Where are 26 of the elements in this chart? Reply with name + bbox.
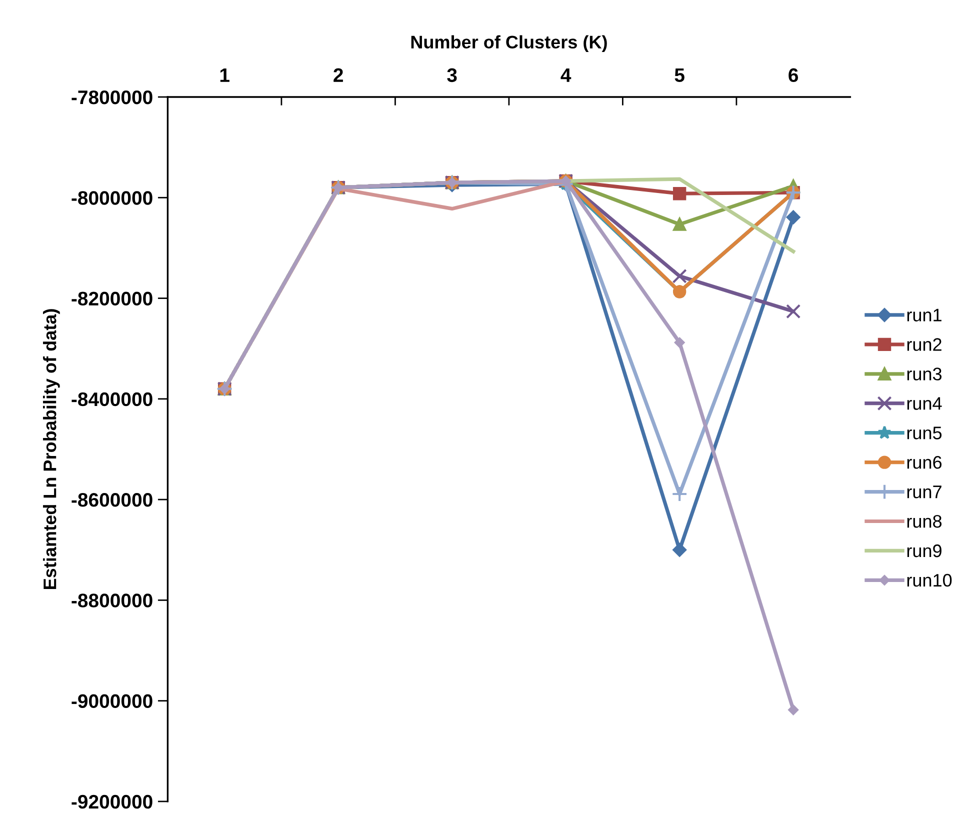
y-tick-label: -8200000 xyxy=(72,292,152,306)
y-tick-label: -8400000 xyxy=(72,392,152,406)
legend-label: run2 xyxy=(907,338,942,351)
y-tick-label: -9000000 xyxy=(72,694,152,708)
legend-label: run1 xyxy=(907,308,942,322)
legend-label: run3 xyxy=(907,368,942,380)
y-tick-label: -8000000 xyxy=(72,191,152,205)
x-axis-title: Number of Clusters (K) xyxy=(411,35,607,52)
y-tick-label: -9200000 xyxy=(72,794,152,809)
x-tick-label: 4 xyxy=(560,68,572,82)
x-tick-label: 2 xyxy=(334,68,343,82)
y-tick-label: -7800000 xyxy=(72,90,152,104)
legend-label: run9 xyxy=(907,544,942,558)
legend-label: run4 xyxy=(907,397,942,410)
legend-label: run5 xyxy=(907,426,942,440)
y-axis-title: Estiamted Ln Probability of data) xyxy=(43,309,60,589)
legend-label: run6 xyxy=(907,456,942,469)
y-tick-label: -8800000 xyxy=(72,594,152,608)
y-tick-label: -8600000 xyxy=(72,493,152,507)
legend-label: run10 xyxy=(907,574,952,587)
x-tick-label: 1 xyxy=(220,68,230,82)
legend-label: run7 xyxy=(907,486,942,498)
x-tick-label: 5 xyxy=(674,68,684,82)
x-tick-label: 3 xyxy=(447,68,457,82)
x-tick-label: 6 xyxy=(788,68,798,82)
legend-label: run8 xyxy=(907,514,942,528)
